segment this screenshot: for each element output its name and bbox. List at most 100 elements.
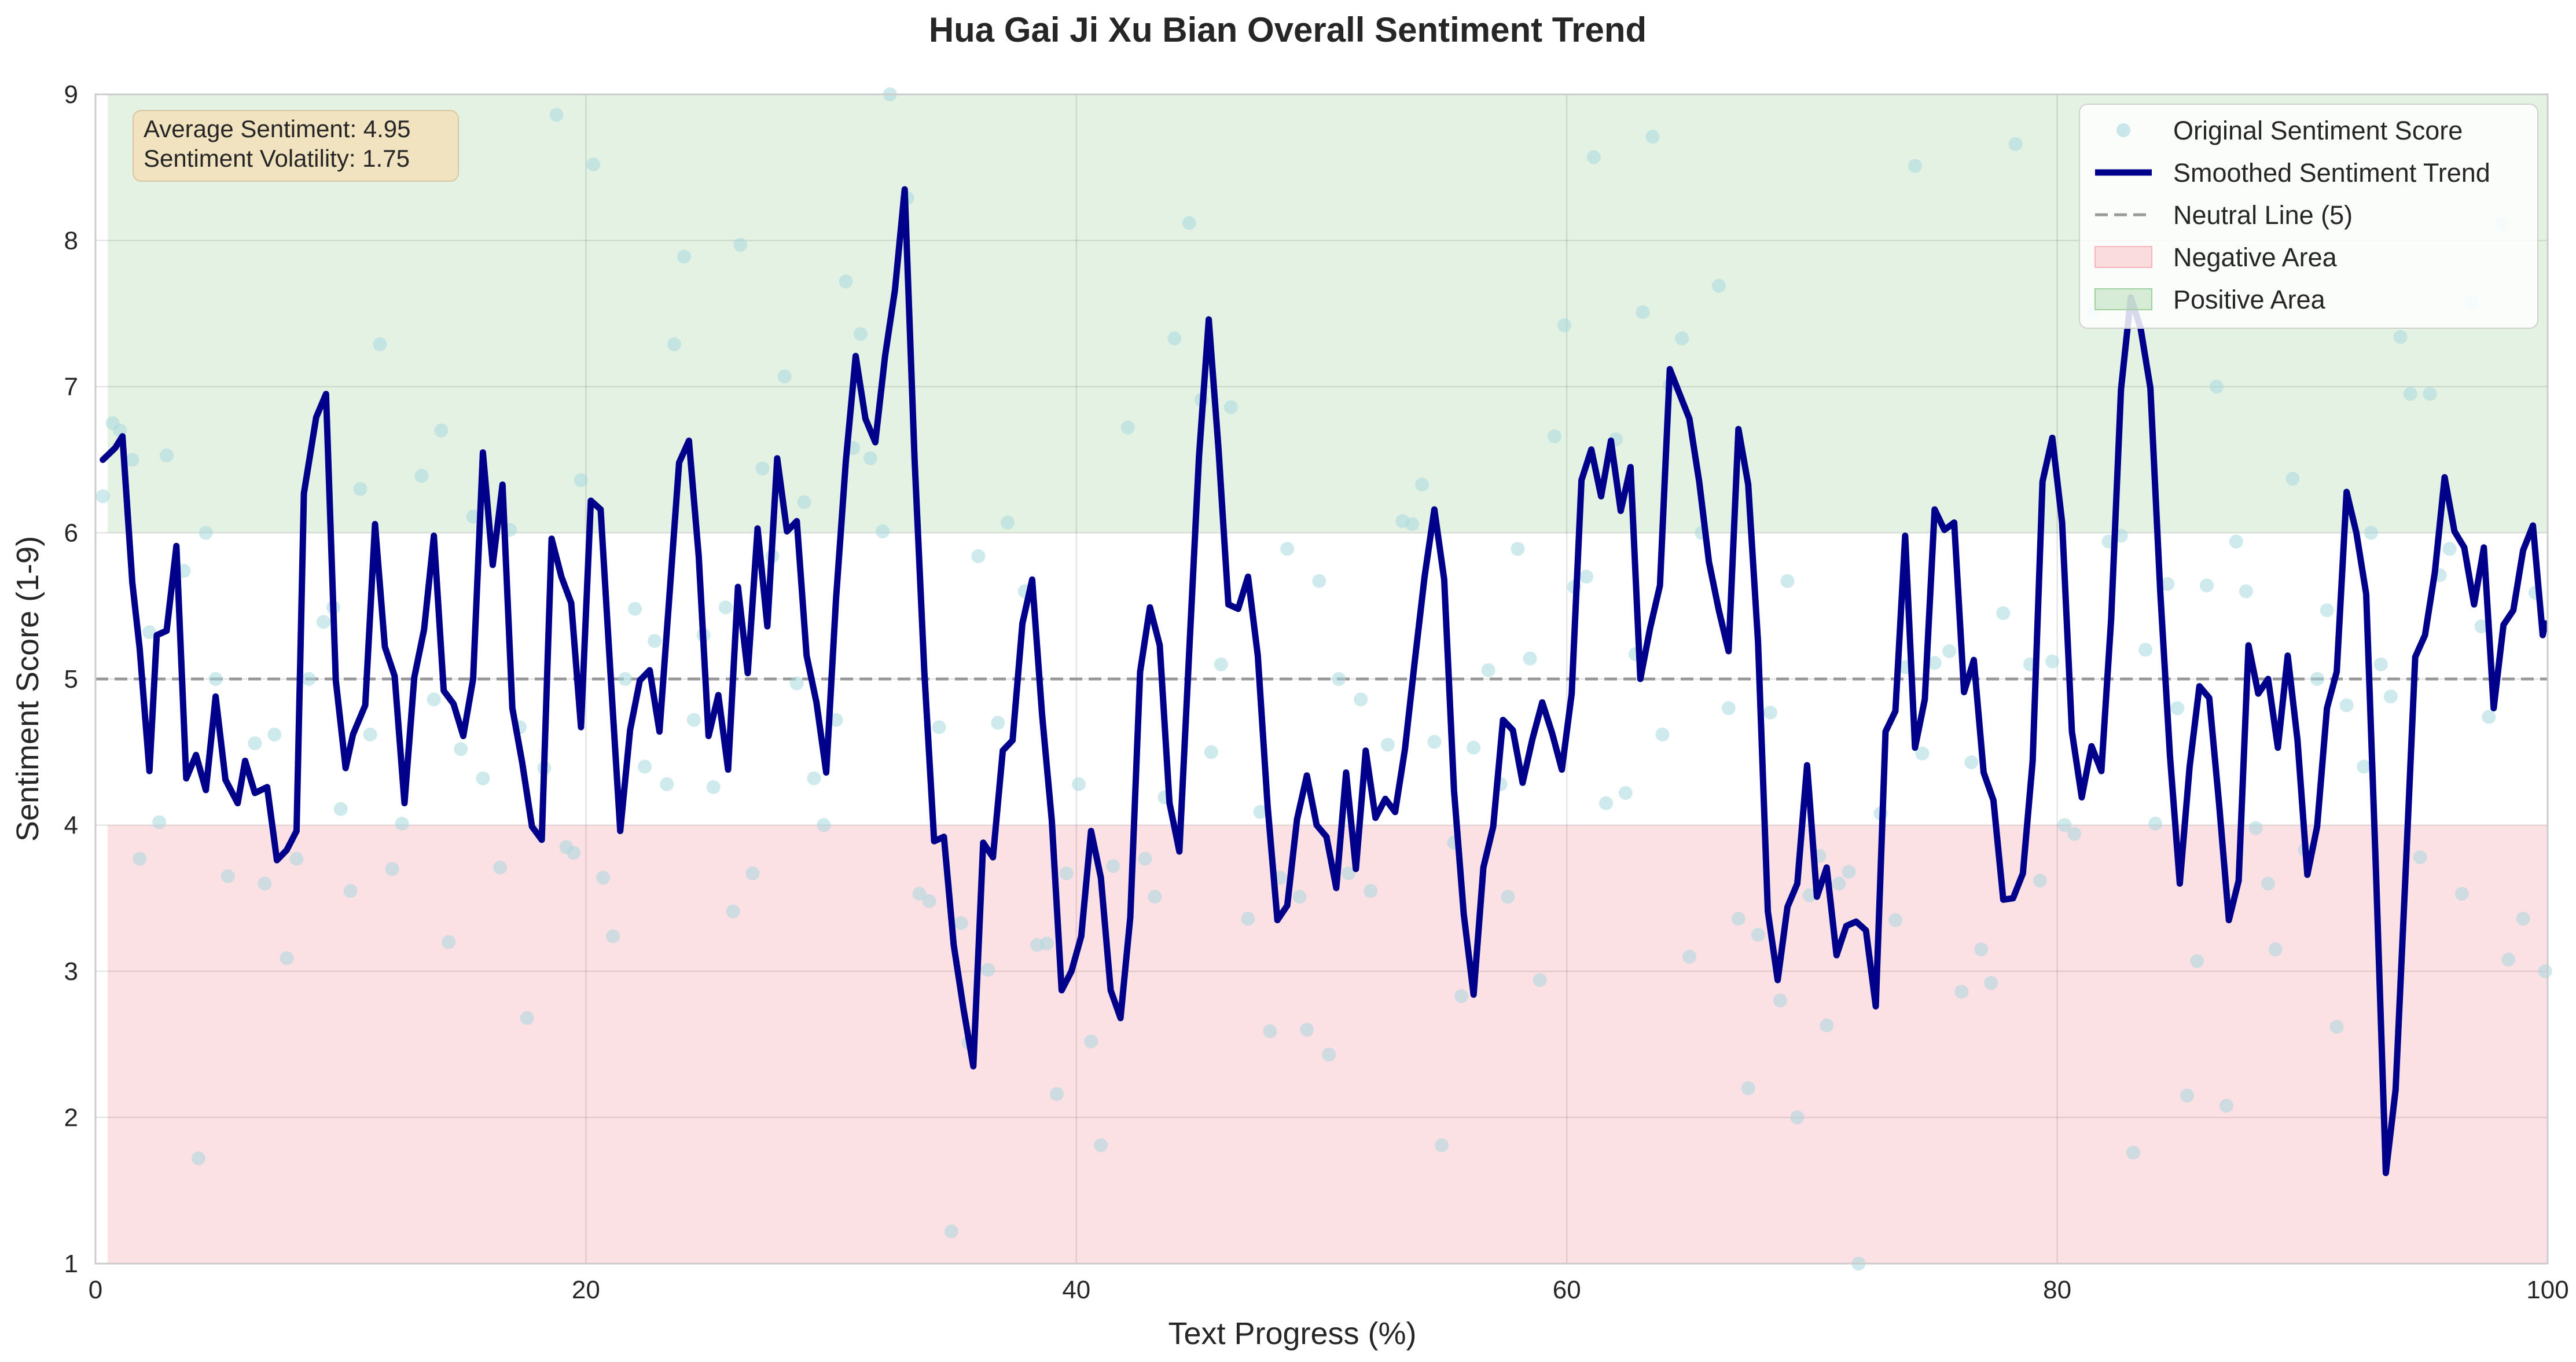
sentiment-point [248, 736, 262, 751]
y-tick-label: 3 [64, 957, 78, 986]
sentiment-point [777, 369, 792, 384]
sentiment-point [363, 727, 377, 741]
sentiment-point [2261, 876, 2275, 891]
legend-label-smoothed-trend: Smoothed Sentiment Trend [2173, 158, 2490, 188]
sentiment-point [1954, 985, 1969, 999]
sentiment-point [2339, 698, 2354, 713]
sentiment-point [2516, 912, 2530, 926]
sentiment-point [1214, 657, 1228, 671]
sentiment-point [333, 802, 348, 816]
sentiment-point [1557, 318, 1571, 332]
sentiment-point [1148, 890, 1162, 904]
sentiment-point [1332, 672, 1346, 686]
x-tick-label: 60 [1553, 1276, 1581, 1304]
sentiment-point [2413, 850, 2427, 865]
sentiment-point [1312, 574, 1326, 588]
sentiment-point [1655, 727, 1670, 741]
sentiment-point [125, 453, 139, 467]
sentiment-point [718, 600, 733, 615]
sentiment-point [1618, 785, 1633, 800]
sentiment-point [1138, 851, 1152, 866]
sentiment-point [745, 866, 760, 880]
sentiment-point [1467, 740, 1481, 755]
y-tick-label: 5 [64, 665, 78, 693]
sentiment-point [1773, 993, 1787, 1008]
sentiment-point [2180, 1088, 2195, 1103]
sentiment-point [159, 448, 174, 462]
sentiment-point [1721, 701, 1736, 715]
sentiment-point [1842, 865, 1856, 879]
sentiment-point [2033, 873, 2047, 888]
sentiment-point [1908, 159, 1922, 173]
sentiment-point [414, 469, 429, 483]
sentiment-point [289, 851, 304, 866]
sentiment-point [2329, 1019, 2344, 1034]
sentiment-point [1523, 651, 1537, 666]
sentiment-point [817, 818, 831, 832]
sentiment-point [2160, 577, 2175, 591]
sentiment-point [2373, 657, 2388, 671]
stats-box-background [133, 110, 459, 182]
sentiment-point [353, 482, 368, 496]
sentiment-point [1682, 949, 1697, 964]
sentiment-point [912, 887, 927, 901]
sentiment-point [1832, 876, 1846, 891]
y-tick-label: 7 [64, 373, 78, 401]
sentiment-point [618, 672, 633, 686]
sentiment-point [971, 549, 986, 563]
legend: Original Sentiment Score Smoothed Sentime… [2079, 104, 2538, 329]
sentiment-point [1579, 570, 1594, 584]
sentiment-point [476, 771, 490, 785]
sentiment-point [726, 904, 740, 919]
sentiment-point [706, 780, 721, 794]
sentiment-point [1167, 331, 1182, 346]
negative-area-band [108, 825, 2548, 1264]
sentiment-point [677, 249, 691, 264]
sentiment-point [549, 108, 564, 122]
sentiment-point [2442, 542, 2457, 556]
sentiment-point [1094, 1138, 1108, 1152]
sentiment-point [152, 815, 167, 829]
sentiment-point [2190, 954, 2204, 968]
sentiment-point [1751, 927, 1765, 942]
y-tick-label: 9 [64, 80, 78, 109]
sentiment-point [1106, 859, 1120, 873]
y-tick-label: 1 [64, 1250, 78, 1278]
sentiment-point [1322, 1047, 1336, 1062]
sentiment-point [1915, 746, 1930, 761]
sentiment-point [1263, 1024, 1277, 1038]
stats-box: Average Sentiment: 4.95 Sentiment Volatil… [133, 110, 459, 182]
sentiment-point [267, 727, 282, 741]
sentiment-point [2310, 672, 2324, 686]
sentiment-point [1427, 735, 1442, 749]
legend-label-negative-area: Negative Area [2173, 243, 2338, 272]
sentiment-point [1481, 663, 1495, 677]
sentiment-point [208, 672, 223, 686]
sentiment-point [1300, 1023, 1314, 1037]
sentiment-point [2482, 710, 2496, 724]
sentiment-point [1280, 542, 1295, 556]
sentiment-point [317, 615, 331, 629]
sentiment-point [1780, 574, 1795, 588]
sentiment-point [1598, 796, 1613, 810]
chart-title: Hua Gai Ji Xu Bian Overall Sentiment Tre… [929, 10, 1647, 49]
sentiment-point [755, 461, 770, 476]
sentiment-point [302, 672, 316, 686]
sentiment-point [1927, 656, 1942, 670]
average-sentiment-text: Average Sentiment: 4.95 [144, 115, 411, 142]
sentiment-point [839, 274, 853, 289]
x-tick-label: 80 [2043, 1276, 2071, 1304]
sentiment-point [1802, 888, 1817, 902]
sentiment-point [95, 489, 110, 504]
legend-label-positive-area: Positive Area [2173, 285, 2326, 314]
sentiment-point [1204, 745, 1218, 759]
sentiment-point [221, 869, 235, 883]
sentiment-point [2138, 643, 2153, 657]
sentiment-point [1223, 400, 1238, 414]
smoothed-trend-line [100, 186, 2549, 1176]
sentiment-point [520, 1011, 534, 1025]
sentiment-point [2045, 654, 2060, 669]
sentiment-point [1405, 517, 1420, 531]
sentiment-point [1501, 890, 1515, 904]
sentiment-point [1454, 989, 1469, 1003]
